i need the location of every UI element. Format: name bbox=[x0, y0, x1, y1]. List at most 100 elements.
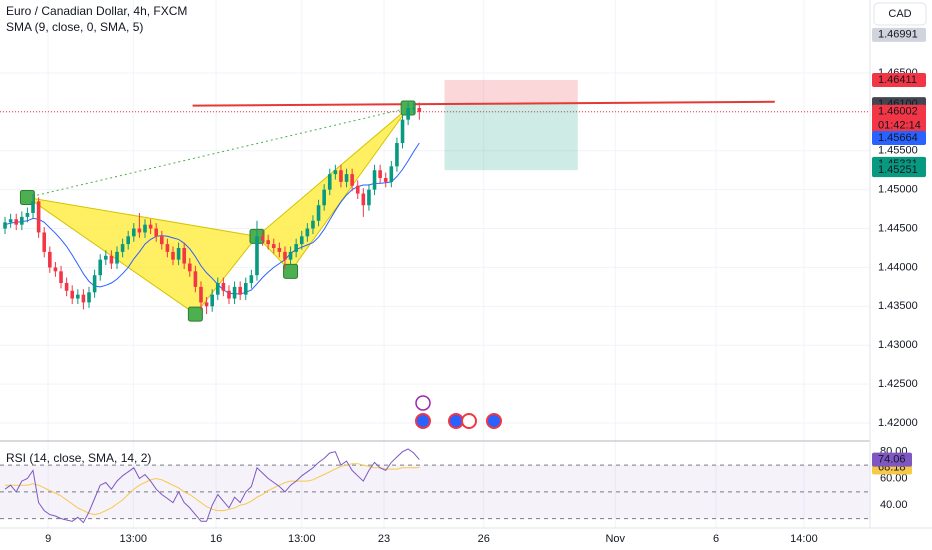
candle-body bbox=[417, 108, 422, 112]
candle-body bbox=[361, 193, 366, 206]
candle-body bbox=[120, 244, 125, 252]
y-tick-label: 1.43000 bbox=[878, 339, 918, 351]
candle-body bbox=[311, 220, 315, 229]
candle-body bbox=[36, 201, 41, 233]
candle-body bbox=[255, 236, 259, 276]
candle-body bbox=[176, 247, 181, 260]
candle-body bbox=[115, 251, 119, 264]
candle-body bbox=[294, 244, 298, 252]
pattern-point bbox=[283, 263, 299, 279]
candle-body bbox=[243, 282, 248, 295]
candle-body bbox=[232, 286, 237, 299]
price-tag bbox=[872, 27, 926, 42]
y-tick-label: 1.44500 bbox=[878, 222, 918, 234]
x-tick-label: 23 bbox=[378, 533, 390, 545]
candle-body bbox=[305, 228, 310, 237]
y-tick-label: 1.45000 bbox=[878, 184, 918, 196]
candle-body bbox=[238, 286, 242, 295]
candle-body bbox=[187, 263, 192, 272]
x-tick-label: 14:00 bbox=[790, 533, 818, 545]
x-tick-label: 16 bbox=[210, 533, 222, 545]
candle-body bbox=[299, 236, 304, 245]
y-tick-label: 1.43500 bbox=[878, 300, 918, 312]
candle-body bbox=[227, 290, 231, 299]
candle-body bbox=[355, 185, 360, 194]
candle-body bbox=[288, 251, 293, 260]
candle-body bbox=[277, 247, 282, 252]
sma-line bbox=[4, 142, 420, 295]
candle-body bbox=[70, 290, 75, 299]
target-zone bbox=[444, 104, 578, 171]
candle-body bbox=[132, 228, 136, 237]
candle-body bbox=[109, 255, 114, 264]
candle-body bbox=[159, 236, 164, 245]
x-tick-label: 6 bbox=[713, 533, 719, 545]
candle-body bbox=[165, 244, 170, 252]
event-icons bbox=[415, 395, 502, 429]
candle-body bbox=[20, 216, 24, 225]
candle-body bbox=[193, 271, 198, 287]
pattern-point bbox=[187, 306, 203, 322]
price-tag bbox=[872, 163, 926, 178]
rsi-tick-label: 40.00 bbox=[880, 499, 908, 511]
candle-body bbox=[25, 213, 30, 217]
countdown: 01:42:14 bbox=[878, 120, 921, 132]
candle-body bbox=[344, 174, 349, 182]
pattern-triangle bbox=[256, 107, 409, 273]
rsi-tick-label: 60.00 bbox=[880, 472, 908, 484]
candle-body bbox=[76, 294, 80, 299]
candle-body bbox=[210, 294, 214, 307]
candle-body bbox=[104, 255, 108, 260]
rsi-tag bbox=[872, 452, 912, 467]
candle-body bbox=[333, 170, 338, 175]
x-tick-label: 26 bbox=[478, 533, 490, 545]
candle-body bbox=[48, 251, 52, 268]
chart-title: Euro / Canadian Dollar, 4h, FXCM bbox=[6, 4, 187, 18]
candle-body bbox=[199, 286, 203, 303]
trend-line bbox=[192, 100, 775, 107]
candle-body bbox=[59, 271, 63, 283]
candle-body bbox=[92, 275, 97, 293]
candle-body bbox=[148, 224, 153, 229]
price-tag-label: 1.45251 bbox=[878, 164, 918, 176]
candle-body bbox=[87, 292, 91, 303]
indicator-label: SMA (9, close, 0, SMA, 5) bbox=[6, 20, 143, 34]
y-tick-label: 1.42500 bbox=[878, 378, 918, 390]
candle-body bbox=[31, 201, 35, 214]
price-tag-label: 1.45664 bbox=[878, 132, 918, 144]
candle-body bbox=[81, 294, 86, 303]
price-tag bbox=[872, 72, 926, 87]
candle-body bbox=[266, 240, 270, 245]
candle-body bbox=[249, 275, 254, 283]
price-tag bbox=[872, 104, 926, 133]
price-tag-label: 1.46991 bbox=[878, 29, 918, 41]
currency-label[interactable]: CAD bbox=[888, 8, 911, 20]
candle-body bbox=[14, 219, 19, 225]
x-tick-label: 13:00 bbox=[288, 533, 316, 545]
candle-body bbox=[260, 236, 265, 241]
candle-body bbox=[182, 247, 186, 264]
candle-body bbox=[395, 143, 399, 167]
candle-body bbox=[378, 170, 382, 179]
stop-zone bbox=[444, 79, 578, 105]
price-tag-label: 1.46411 bbox=[878, 74, 917, 86]
y-tick-label: 1.44000 bbox=[878, 261, 918, 273]
candle-body bbox=[339, 170, 343, 182]
candle-body bbox=[126, 236, 131, 245]
x-tick-label: 9 bbox=[45, 533, 51, 545]
x-tick-label: Nov bbox=[605, 533, 625, 545]
candle-body bbox=[400, 119, 405, 144]
candle-body bbox=[143, 224, 147, 233]
pattern-point bbox=[19, 189, 35, 205]
candle-body bbox=[372, 170, 377, 190]
candle-body bbox=[322, 189, 326, 206]
price-tag-label: 1.46002 bbox=[878, 106, 918, 118]
rsi-tag-label: 74.06 bbox=[878, 454, 906, 466]
candle-body bbox=[42, 232, 47, 252]
rsi-label: RSI (14, close, SMA, 14, 2) bbox=[6, 451, 151, 465]
currency-button[interactable] bbox=[873, 2, 927, 26]
candle-body bbox=[215, 282, 220, 295]
candle-body bbox=[98, 259, 103, 276]
y-tick-label: 1.45500 bbox=[878, 145, 918, 157]
